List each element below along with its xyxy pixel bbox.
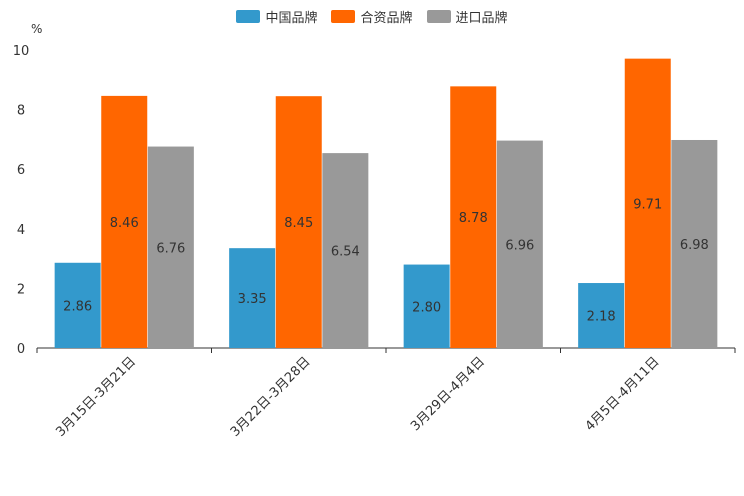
- chart-legend: 中国品牌 合资品牌 进口品牌: [0, 7, 744, 26]
- bar: [275, 96, 322, 348]
- y-tick-label: 6: [17, 163, 25, 178]
- data-label: 2.18: [587, 310, 616, 325]
- bar: [147, 146, 194, 348]
- legend-swatch-import-brand: [426, 10, 451, 23]
- legend-label-import-brand: 进口品牌: [455, 11, 508, 26]
- data-label: 6.96: [505, 238, 534, 253]
- x-tick-label: 3月22日-3月28日: [228, 354, 314, 440]
- x-tick-label: 4月5日-4月11日: [583, 354, 663, 434]
- bar: [403, 264, 450, 348]
- bar: [322, 153, 369, 348]
- data-label: 2.80: [412, 300, 441, 315]
- data-label: 6.54: [331, 245, 360, 260]
- legend-item-import-brand[interactable]: 进口品牌: [426, 7, 508, 26]
- legend-item-joint-venture-brand[interactable]: 合资品牌: [331, 7, 413, 26]
- bar: [578, 283, 625, 348]
- y-axis-unit: %: [31, 22, 43, 36]
- data-label: 9.71: [633, 197, 662, 212]
- x-tick-label: 3月29日-4月4日: [408, 354, 488, 434]
- data-label: 8.46: [110, 216, 139, 231]
- y-tick-label: 4: [17, 223, 25, 238]
- y-tick-label: 2: [17, 282, 25, 297]
- data-label: 8.45: [284, 216, 313, 231]
- data-label: 3.35: [238, 292, 267, 307]
- data-label: 8.78: [459, 211, 488, 226]
- bar: [496, 140, 543, 348]
- bar: [671, 139, 718, 348]
- data-label: 6.76: [156, 241, 185, 256]
- y-tick-label: 10: [13, 44, 30, 59]
- bar: [54, 262, 101, 348]
- legend-label-joint-venture-brand: 合资品牌: [360, 11, 413, 26]
- bar: [450, 86, 497, 348]
- legend-swatch-china-brand: [236, 10, 261, 23]
- y-tick-label: 8: [17, 104, 25, 119]
- legend-item-china-brand[interactable]: 中国品牌: [236, 7, 317, 26]
- legend-swatch-joint-venture-brand: [331, 10, 356, 23]
- data-label: 2.86: [63, 299, 92, 314]
- x-tick-label: 3月15日-3月21日: [53, 354, 139, 440]
- y-tick-label: 0: [17, 342, 25, 357]
- bar: [229, 248, 276, 348]
- bar: [624, 58, 671, 348]
- legend-label-china-brand: 中国品牌: [265, 11, 318, 26]
- data-label: 6.98: [680, 238, 709, 253]
- bar: [101, 95, 148, 348]
